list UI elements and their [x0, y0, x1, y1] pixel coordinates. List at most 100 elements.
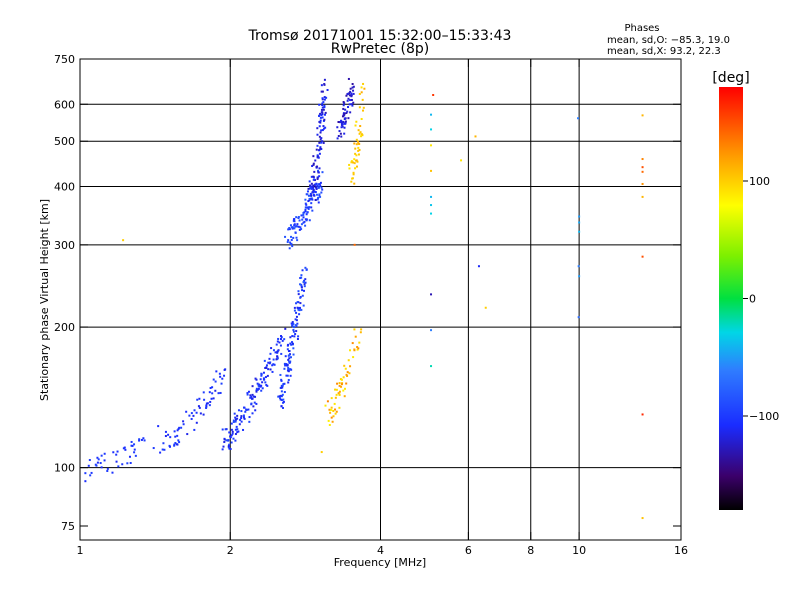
data-point-e-region-rise [178, 426, 181, 429]
data-point-f1-steep [284, 355, 287, 358]
data-point-f1-lower [272, 349, 275, 352]
data-point-f2-cusp [346, 99, 349, 102]
data-point-f1-x-mode [349, 365, 352, 368]
data-point-f1-steep [294, 318, 297, 321]
data-point-f2-x-mode [356, 140, 359, 143]
data-point-f1-x-mode [343, 364, 346, 367]
data-point-f2-lower [291, 245, 294, 248]
data-point-f2-lower [308, 197, 311, 200]
data-point-f1-lower [236, 417, 239, 420]
data-point-f1-steep [286, 348, 289, 351]
data-point-f1-steep [298, 307, 301, 310]
data-point-f2-lower [300, 228, 303, 231]
data-point-f2-cusp [350, 95, 353, 98]
data-point-f2-lower [289, 224, 292, 227]
data-point-f1-lower [262, 371, 265, 374]
data-point-low-e-region [134, 454, 137, 457]
data-point-f2-lower [293, 227, 296, 230]
data-point-f1-lower [228, 431, 231, 434]
data-point-f2-lower [310, 202, 313, 205]
data-point-f1-steep [299, 283, 302, 286]
data-point-f1-steep [293, 309, 296, 312]
data-point-e-region-rise [205, 405, 208, 408]
data-point-f2-upper [317, 156, 320, 159]
data-point-low-e-region [140, 438, 143, 441]
data-point-f1-steep [300, 308, 303, 311]
data-point-f2-lower [316, 198, 319, 201]
data-point-f1-lower [222, 445, 225, 448]
data-point-f1-steep [292, 322, 295, 325]
data-point-f1-x-mode [342, 389, 345, 392]
data-point-f1-steep [296, 306, 299, 309]
data-point-f1-lower [248, 416, 251, 419]
data-point-low-e-region [106, 469, 109, 472]
data-point-f2-upper [320, 90, 323, 93]
data-point-low-e-region [100, 466, 103, 469]
data-point-low-e-region [111, 471, 114, 474]
data-point-f2-x-mode [357, 129, 360, 132]
data-point-f2-upper [315, 187, 318, 190]
data-point-f1-steep [280, 384, 283, 387]
data-point-f2-x-mode [361, 98, 364, 101]
data-point-f2-upper [312, 175, 315, 178]
data-point-f2-cusp [343, 126, 346, 129]
data-point-e-region-rise [208, 391, 211, 394]
data-point-f1-steep [297, 335, 300, 338]
data-point-f2-upper [323, 96, 326, 99]
data-point-f1-lower [257, 387, 260, 390]
data-point-e-region-rise [221, 377, 224, 380]
data-point-f2-lower [300, 223, 303, 226]
data-point-f2-upper [319, 112, 322, 115]
data-point-f2-upper [324, 111, 327, 114]
data-point-f2-cusp [341, 125, 344, 128]
data-point-f1-lower [242, 428, 245, 431]
data-point-f2-x-mode [353, 142, 356, 145]
data-point-f2-upper [322, 101, 325, 104]
data-point-f2-cusp [343, 132, 346, 135]
data-point-f2-upper [316, 154, 319, 157]
data-point-f1-x-mode [345, 382, 348, 385]
data-point-low-e-region [103, 452, 106, 455]
data-point-f2-cusp [350, 92, 353, 95]
data-point-f2-lower [290, 235, 293, 238]
data-point-f2-upper [326, 88, 329, 91]
data-point-f1-lower [269, 368, 272, 371]
data-point-f1-x-mode [333, 402, 336, 405]
data-point-f1-steep [291, 324, 294, 327]
x-tick-label: 2 [227, 544, 234, 557]
data-point-f1-steep [304, 281, 307, 284]
data-point-isolated [430, 365, 433, 368]
data-point-f2-upper [311, 164, 314, 167]
data-point-f2-lower [287, 239, 290, 242]
data-point-low-e-region [138, 439, 141, 442]
data-point-low-e-region [100, 454, 103, 457]
data-point-f1-steep [300, 286, 303, 289]
y-tick-label: 100 [54, 462, 75, 475]
data-point-low-e-region [143, 439, 146, 442]
data-point-low-e-region [87, 464, 90, 467]
data-point-f2-lower [301, 218, 304, 221]
data-point-f2-upper [319, 147, 322, 150]
data-point-f2-cusp [348, 92, 351, 95]
data-point-f1-lower [267, 368, 270, 371]
data-point-f1-steep [287, 378, 290, 381]
data-point-f2-cusp [340, 119, 343, 122]
data-point-f2-upper [317, 171, 320, 174]
data-point-f1-x-mode [334, 388, 337, 391]
data-point-f1-lower [246, 392, 249, 395]
data-point-f2-upper [321, 90, 324, 93]
data-point-f2-upper [318, 149, 321, 152]
data-point-f2-lower [308, 219, 311, 222]
data-point-f2-cusp [338, 121, 341, 124]
colorbar-tick-label: −100 [749, 410, 779, 423]
data-point-f1-steep [289, 360, 292, 363]
data-point-f1-lower [265, 383, 268, 386]
data-point-f2-upper [323, 98, 326, 101]
data-point-f2-cusp [339, 132, 342, 135]
data-point-low-e-region [130, 440, 133, 443]
data-point-e-region-rise [195, 411, 198, 414]
data-point-f2-lower [299, 226, 302, 229]
data-point-f1-x-mode [340, 383, 343, 386]
data-point-f1-steep [285, 363, 288, 366]
data-point-e-region-rise [212, 397, 215, 400]
